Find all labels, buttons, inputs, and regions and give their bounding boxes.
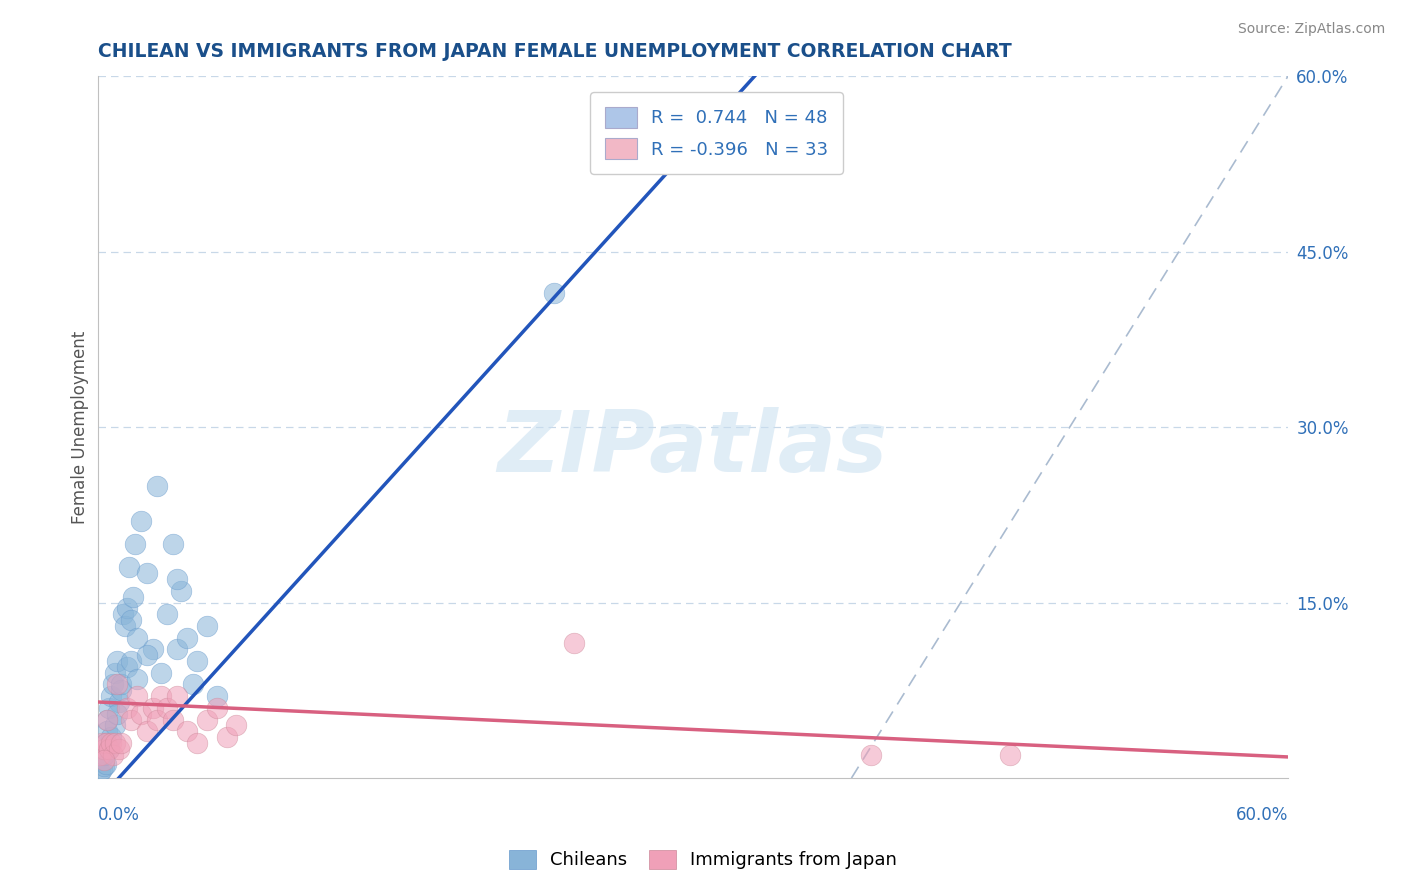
Point	[129, 514, 152, 528]
Point	[181, 677, 204, 691]
Point	[1000, 747, 1022, 762]
Point	[205, 701, 228, 715]
Legend: Chileans, Immigrants from Japan: Chileans, Immigrants from Japan	[499, 840, 907, 879]
Point	[98, 741, 121, 756]
Point	[96, 724, 118, 739]
Point	[110, 736, 132, 750]
Point	[142, 701, 165, 715]
Point	[146, 478, 169, 492]
Point	[170, 583, 193, 598]
Point	[205, 689, 228, 703]
Point	[89, 765, 111, 780]
Point	[129, 706, 152, 721]
Point	[146, 713, 169, 727]
Point	[162, 537, 184, 551]
Point	[195, 619, 218, 633]
Point	[89, 747, 111, 762]
Point	[96, 713, 118, 727]
Point	[225, 718, 247, 732]
Point	[110, 677, 132, 691]
Point	[166, 572, 188, 586]
Point	[176, 631, 198, 645]
Point	[107, 677, 129, 691]
Point	[94, 756, 117, 771]
Point	[860, 747, 883, 762]
Point	[562, 636, 585, 650]
Point	[98, 701, 121, 715]
Point	[98, 741, 121, 756]
Point	[122, 590, 145, 604]
Legend: R =  0.744   N = 48, R = -0.396   N = 33: R = 0.744 N = 48, R = -0.396 N = 33	[591, 92, 844, 174]
Point	[107, 706, 129, 721]
Point	[112, 607, 135, 622]
Point	[108, 741, 131, 756]
Text: ZIPatlas: ZIPatlas	[498, 407, 889, 490]
Point	[117, 601, 139, 615]
Point	[127, 631, 149, 645]
Point	[93, 759, 115, 773]
Point	[186, 736, 208, 750]
Point	[136, 648, 159, 663]
Point	[127, 672, 149, 686]
Point	[93, 741, 115, 756]
Point	[150, 689, 173, 703]
Point	[124, 537, 146, 551]
Point	[117, 701, 139, 715]
Point	[162, 713, 184, 727]
Text: 0.0%: 0.0%	[97, 806, 139, 824]
Point	[90, 736, 112, 750]
Point	[150, 665, 173, 680]
Text: 60.0%: 60.0%	[1236, 806, 1288, 824]
Y-axis label: Female Unemployment: Female Unemployment	[72, 330, 89, 524]
Point	[94, 736, 117, 750]
Point	[110, 683, 132, 698]
Point	[120, 654, 142, 668]
Point	[156, 701, 179, 715]
Point	[100, 689, 122, 703]
Point	[90, 762, 112, 776]
Point	[103, 747, 125, 762]
Point	[108, 695, 131, 709]
Point	[166, 642, 188, 657]
Point	[93, 747, 115, 762]
Point	[117, 660, 139, 674]
Text: CHILEAN VS IMMIGRANTS FROM JAPAN FEMALE UNEMPLOYMENT CORRELATION CHART: CHILEAN VS IMMIGRANTS FROM JAPAN FEMALE …	[97, 42, 1011, 61]
Point	[120, 613, 142, 627]
Point	[136, 724, 159, 739]
Point	[94, 736, 117, 750]
Point	[120, 713, 142, 727]
Point	[104, 665, 127, 680]
Point	[100, 730, 122, 744]
Point	[127, 689, 149, 703]
Point	[100, 736, 122, 750]
Point	[93, 754, 115, 768]
Point	[186, 654, 208, 668]
Point	[103, 677, 125, 691]
Point	[107, 654, 129, 668]
Point	[166, 689, 188, 703]
Point	[156, 607, 179, 622]
Point	[195, 713, 218, 727]
Point	[215, 730, 238, 744]
Point	[104, 736, 127, 750]
Point	[136, 566, 159, 581]
Point	[114, 619, 136, 633]
Point	[118, 560, 141, 574]
Point	[176, 724, 198, 739]
Point	[96, 713, 118, 727]
Point	[104, 718, 127, 732]
Point	[543, 285, 565, 300]
Point	[142, 642, 165, 657]
Text: Source: ZipAtlas.com: Source: ZipAtlas.com	[1237, 22, 1385, 37]
